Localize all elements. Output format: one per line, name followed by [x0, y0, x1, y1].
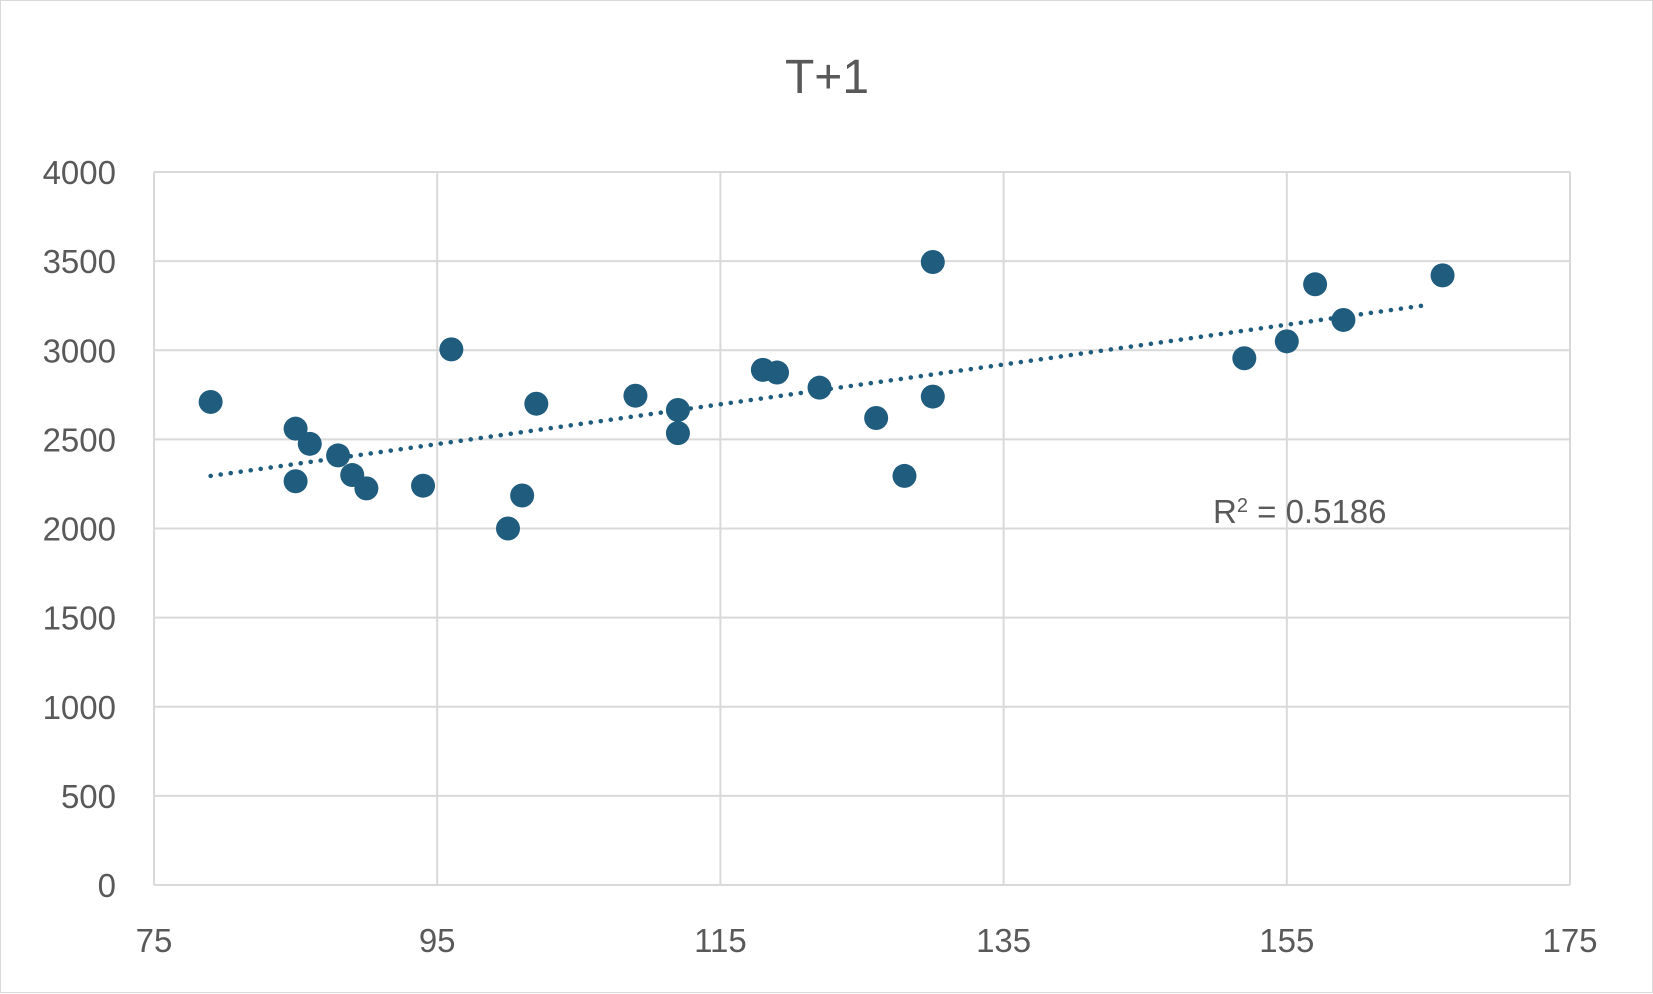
- data-point: [1331, 307, 1356, 332]
- data-point: [411, 473, 436, 498]
- tick-labels: 0 500 1000 1500 2000 2500 3000 3500 4000 75 95 115 1…: [43, 154, 1598, 959]
- data-point: [765, 360, 790, 385]
- data-point: [283, 416, 308, 441]
- data-point: [665, 421, 690, 446]
- data-point: [326, 443, 351, 468]
- chart-title: T+1: [785, 51, 869, 104]
- data-point: [524, 391, 549, 416]
- y-tick-label: 0: [98, 867, 116, 904]
- y-tick-label: 1000: [43, 689, 116, 726]
- data-point: [496, 516, 520, 541]
- data-point: [283, 469, 308, 494]
- data-point: [354, 476, 379, 501]
- y-tick-label: 3500: [43, 243, 116, 280]
- x-tick-label: 135: [976, 922, 1031, 959]
- x-tick-label: 115: [694, 922, 747, 959]
- data-point: [1232, 346, 1257, 371]
- x-tick-label: 175: [1542, 922, 1597, 959]
- data-point: [198, 389, 223, 414]
- r-squared-label: R2 = 0.5186: [1213, 493, 1387, 530]
- y-tick-label: 2000: [43, 511, 116, 548]
- data-point: [920, 250, 945, 275]
- data-point: [1274, 329, 1299, 354]
- data-point: [892, 463, 917, 488]
- y-tick-label: 2500: [43, 421, 116, 458]
- x-tick-label: 155: [1259, 922, 1314, 959]
- y-tick-label: 500: [61, 778, 116, 815]
- data-point: [510, 483, 535, 508]
- data-point: [623, 383, 648, 408]
- y-tick-label: 4000: [43, 154, 116, 191]
- y-tick-label: 1500: [43, 600, 116, 637]
- x-tick-label: 75: [136, 922, 173, 959]
- data-point: [864, 405, 889, 430]
- data-point: [439, 337, 464, 362]
- gridlines: [153, 171, 1571, 886]
- data-point: [665, 397, 690, 422]
- data-point: [1303, 272, 1328, 297]
- data-points: [198, 250, 1455, 541]
- data-point: [920, 384, 945, 409]
- y-tick-label: 3000: [43, 332, 116, 369]
- x-tick-label: 95: [419, 922, 456, 959]
- data-point: [807, 375, 832, 400]
- data-point: [297, 431, 322, 456]
- data-point: [1430, 263, 1455, 288]
